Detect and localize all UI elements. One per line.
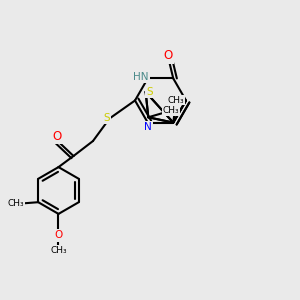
Text: O: O	[163, 50, 172, 62]
Text: HN: HN	[134, 72, 149, 82]
Text: CH₃: CH₃	[163, 106, 179, 115]
Text: S: S	[104, 113, 110, 123]
Text: CH₃: CH₃	[168, 96, 184, 105]
Text: O: O	[54, 230, 63, 241]
Text: S: S	[146, 87, 153, 97]
Text: O: O	[52, 130, 62, 143]
Text: CH₃: CH₃	[8, 199, 24, 208]
Text: N: N	[144, 122, 152, 132]
Text: CH₃: CH₃	[50, 246, 67, 255]
